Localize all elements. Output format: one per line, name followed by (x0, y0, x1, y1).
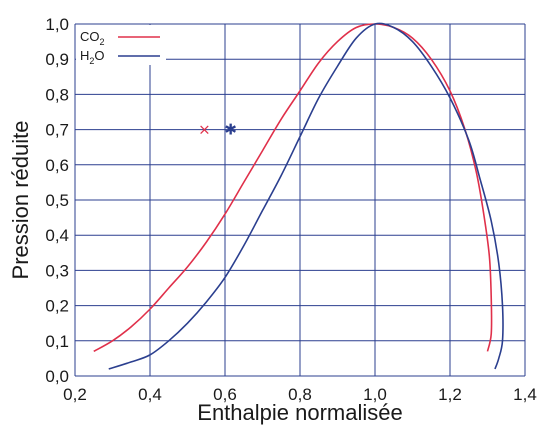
legend-text-main: O (94, 48, 104, 63)
marker-h2o: ✱ (224, 121, 237, 139)
series-line-h2o (108, 22, 504, 370)
tick-labels: 0,2 0,4 0,6 0,8 1,0 1,2 1,4 0,0 0,1 0,2 0,3 0,4 0,5 0… (45, 15, 536, 404)
legend-label-co2: CO2 (80, 29, 105, 47)
series-line-co2 (93, 23, 493, 353)
legend-label-h2o: H2O (80, 48, 105, 66)
x-tick-label: 0,2 (63, 385, 87, 404)
markers: × ✱ (198, 121, 237, 139)
y-tick-label: 0,8 (45, 85, 69, 104)
legend-text-main: CO (80, 29, 100, 44)
y-tick-label: 0,5 (45, 191, 69, 210)
y-tick-label: 0,4 (45, 226, 69, 245)
legend-box (76, 25, 166, 65)
x-tick-label: 1,0 (363, 385, 387, 404)
x-tick-label: 0,4 (138, 385, 162, 404)
x-axis-label: Enthalpie normalisée (197, 400, 402, 425)
y-tick-label: 0,2 (45, 297, 69, 316)
grid (74, 23, 526, 377)
y-tick-label: 1,0 (45, 15, 69, 34)
y-tick-label: 0,1 (45, 332, 69, 351)
y-tick-label: 0,3 (45, 261, 69, 280)
x-tick-label: 0,6 (213, 385, 237, 404)
y-tick-label: 0,6 (45, 156, 69, 175)
y-tick-label: 0,0 (45, 367, 69, 386)
x-tick-label: 1,4 (513, 385, 537, 404)
marker-co2: × (198, 121, 211, 139)
x-tick-label: 1,2 (438, 385, 462, 404)
y-axis-label: Pression réduite (8, 121, 33, 280)
curves (93, 22, 504, 370)
legend-text-prefix: H (80, 48, 89, 63)
x-tick-label: 0,8 (288, 385, 312, 404)
y-tick-label: 0,7 (45, 121, 69, 140)
legend-text-sub: 2 (100, 37, 105, 47)
y-tick-label: 0,9 (45, 50, 69, 69)
legend-text-sub: 2 (89, 56, 94, 66)
